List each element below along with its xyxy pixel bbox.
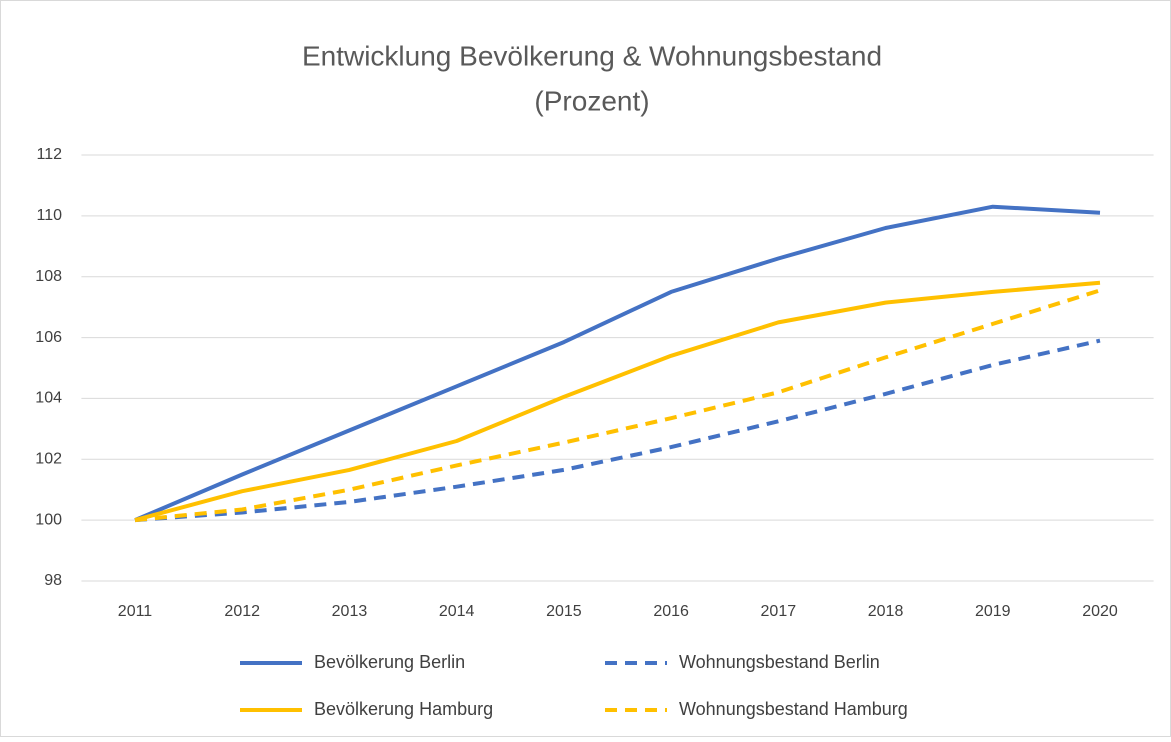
- x-tick-label: 2016: [653, 603, 689, 620]
- legend-label: Bevölkerung Berlin: [314, 652, 465, 672]
- line-series: [134, 280, 1101, 523]
- line-series: [134, 204, 1101, 522]
- chart-subtitle: (Prozent): [534, 85, 649, 116]
- y-tick-label: 106: [35, 329, 62, 346]
- x-tick-label: 2017: [761, 603, 797, 620]
- x-tick-label: 2014: [439, 603, 475, 620]
- x-tick-label: 2013: [332, 603, 368, 620]
- x-tick-label: 2012: [224, 603, 260, 620]
- y-tick-label: 108: [35, 268, 62, 285]
- y-tick-label: 102: [35, 451, 62, 468]
- y-tick-label: 104: [35, 390, 62, 407]
- x-tick-label: 2019: [975, 603, 1011, 620]
- y-tick-label: 112: [36, 146, 62, 163]
- line-series: [134, 288, 1101, 523]
- line-series: [134, 338, 1101, 523]
- legend-label: Wohnungsbestand Hamburg: [679, 699, 908, 719]
- x-tick-label: 2011: [118, 603, 153, 620]
- y-tick-label: 100: [35, 511, 62, 528]
- x-tick-label: 2018: [868, 603, 904, 620]
- legend-label: Bevölkerung Hamburg: [314, 699, 493, 719]
- legend-label: Wohnungsbestand Berlin: [679, 652, 880, 672]
- x-tick-label: 2020: [1082, 603, 1118, 620]
- x-tick-label: 2015: [546, 603, 582, 620]
- chart-title: Entwicklung Bevölkerung & Wohnungsbestan…: [302, 40, 882, 71]
- y-tick-label: 110: [36, 207, 62, 224]
- y-tick-label: 98: [44, 572, 62, 589]
